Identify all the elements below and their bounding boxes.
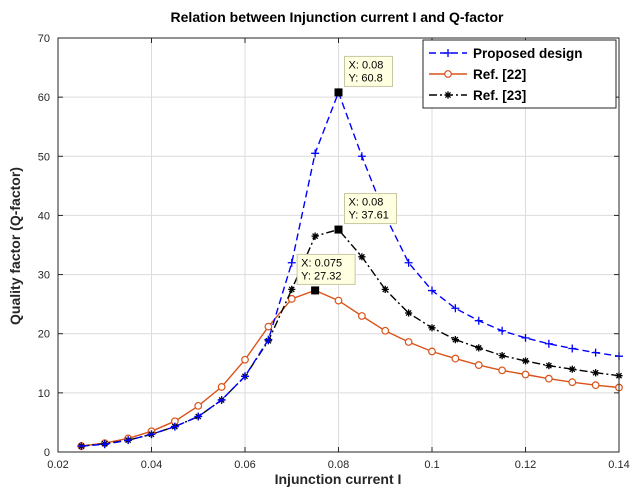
- data-point-ref22: [404, 338, 413, 346]
- data-point-ref23: [381, 285, 389, 293]
- data-point-proposed: [544, 339, 553, 348]
- legend: Proposed design Ref. [22] Ref. [23]: [422, 39, 617, 109]
- series-proposed: [77, 88, 623, 451]
- axes: 0.02 0.04 0.06 0.08 0.1 0.12 0.14 0 10 20 30 40 50 60…: [38, 33, 630, 471]
- y-tick-label: 60: [38, 92, 50, 104]
- data-point-proposed: [77, 442, 86, 451]
- data-point-proposed: [428, 286, 436, 295]
- data-point-ref22: [544, 374, 553, 383]
- data-point-ref22: [357, 312, 366, 320]
- datatip-x-label: X: 0.075: [301, 257, 342, 269]
- data-point-ref22: [334, 296, 343, 305]
- data-point-ref23: [405, 309, 413, 317]
- data-point-ref23: [428, 324, 436, 332]
- data-point-ref22: [264, 322, 273, 331]
- y-tick-label: 40: [38, 210, 50, 222]
- data-point-proposed: [474, 316, 483, 325]
- data-point-ref23: [451, 336, 459, 344]
- y-tick-label: 50: [38, 151, 50, 163]
- data-point-ref22: [498, 366, 507, 375]
- data-point-ref22: [428, 347, 436, 356]
- data-point-ref22: [568, 378, 577, 387]
- y-tick-label: 20: [38, 329, 50, 341]
- datatip-box: [296, 253, 356, 285]
- x-tick-label: 0.08: [328, 459, 349, 471]
- data-point-ref22: [217, 383, 226, 391]
- data-point-proposed: [170, 422, 179, 431]
- data-point-ref22: [381, 326, 390, 335]
- y-tick-label: 30: [38, 270, 50, 282]
- datatip-y-label: Y: 60.8: [349, 72, 383, 84]
- data-point-proposed: [568, 344, 577, 353]
- datatip-box: [344, 55, 393, 87]
- data-point-ref23: [311, 232, 319, 240]
- data-point-proposed: [404, 258, 413, 267]
- legend-label-proposed: Proposed design: [473, 46, 583, 61]
- y-tick-label: 70: [38, 33, 50, 45]
- data-point-proposed: [241, 372, 249, 381]
- data-point-proposed: [124, 436, 133, 445]
- legend-marker-ref23: [444, 91, 452, 99]
- data-point-ref23: [288, 285, 296, 293]
- x-tick-label: 0.14: [608, 459, 629, 471]
- x-tick-label: 0.02: [47, 459, 68, 471]
- y-tick-label: 10: [38, 388, 50, 400]
- data-point-proposed: [264, 335, 273, 344]
- datatips: X: 0.08Y: 60.8X: 0.08Y: 37.61X: 0.075Y: …: [296, 55, 397, 295]
- data-point-ref23: [592, 369, 600, 377]
- data-point-proposed: [311, 149, 320, 158]
- data-point-ref23: [521, 357, 530, 365]
- legend-label-ref22: Ref. [22]: [473, 67, 526, 82]
- datatip-x-label: X: 0.08: [349, 59, 384, 71]
- data-point-ref23: [358, 253, 366, 261]
- axes-frame: [57, 37, 620, 453]
- legend-marker-proposed: [444, 49, 452, 57]
- legend-marker-ref22: [444, 70, 452, 78]
- data-point-proposed: [357, 152, 366, 161]
- data-point-proposed: [194, 412, 203, 421]
- data-point-proposed: [217, 395, 226, 404]
- datatip-y-label: Y: 37.61: [349, 210, 389, 222]
- data-point-ref22: [474, 361, 483, 369]
- data-point-ref23: [568, 365, 576, 373]
- series-line-proposed: [81, 90, 620, 447]
- datatip-y-label: Y: 27.32: [301, 270, 341, 282]
- datatip-marker: [334, 225, 343, 234]
- datatip-marker: [334, 88, 343, 97]
- data-point-ref23: [498, 351, 506, 360]
- data-point-proposed: [287, 258, 296, 267]
- data-point-ref22: [521, 370, 530, 379]
- x-tick-label: 0.06: [234, 459, 255, 471]
- x-tick-label: 0.1: [424, 459, 439, 471]
- datatip-marker: [311, 286, 320, 295]
- data-point-proposed: [591, 348, 600, 357]
- data-point-ref22: [194, 401, 203, 410]
- data-point-proposed: [147, 430, 156, 439]
- data-point-ref23: [475, 344, 483, 352]
- datatip-box: [344, 193, 397, 225]
- data-point-ref22: [451, 354, 460, 363]
- x-tick-label: 0.12: [515, 459, 536, 471]
- y-tick-label: 0: [44, 447, 50, 459]
- legend-label-ref23: Ref. [23]: [473, 88, 526, 103]
- chart-title: Relation between Injunction current I an…: [171, 9, 504, 25]
- y-axis-label: Quality factor (Q-factor): [7, 167, 23, 325]
- data-point-ref22: [287, 294, 296, 303]
- data-point-proposed: [498, 326, 507, 335]
- data-point-ref22: [591, 381, 600, 390]
- series-layer: [77, 88, 623, 451]
- x-axis-label: Injunction current I: [275, 471, 402, 487]
- data-point-ref22: [241, 355, 249, 364]
- data-point-proposed: [100, 440, 109, 449]
- data-point-proposed: [521, 333, 530, 342]
- data-point-ref23: [545, 362, 553, 370]
- datatip-x-label: X: 0.08: [349, 197, 384, 209]
- series-line-ref22: [81, 289, 620, 447]
- data-point-proposed: [451, 304, 460, 313]
- x-tick-label: 0.04: [141, 459, 162, 471]
